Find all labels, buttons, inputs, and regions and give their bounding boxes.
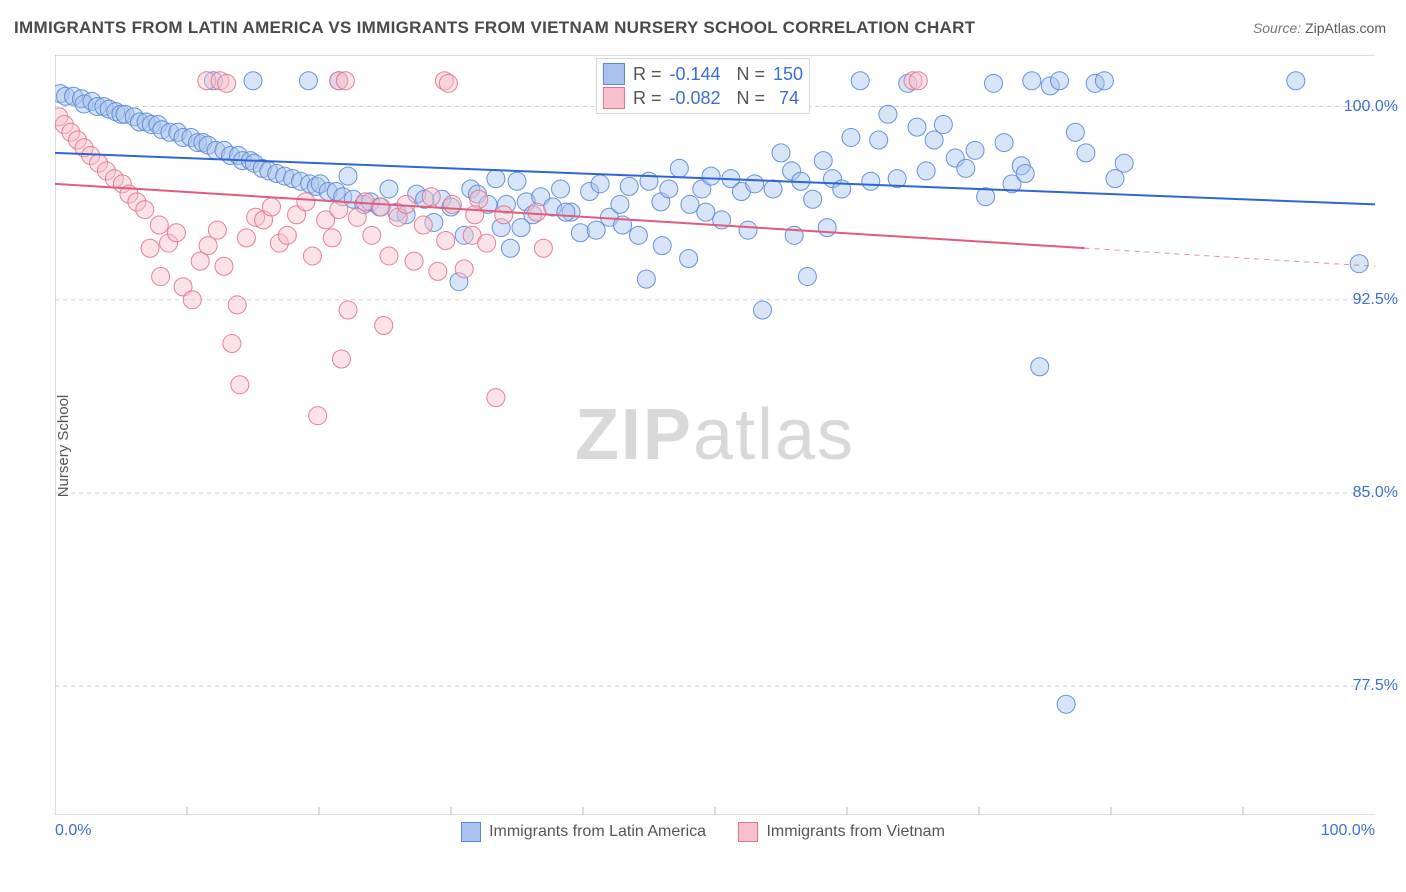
r-label: R =	[633, 88, 662, 109]
r-value-vietnam: -0.082	[669, 88, 720, 109]
n-value-latin: 150	[773, 64, 803, 85]
y-tick-label: 100.0%	[1344, 98, 1398, 116]
legend-swatch-latin	[461, 822, 481, 842]
legend-label-latin: Immigrants from Latin America	[489, 823, 706, 841]
correlation-legend-box: R = -0.144 N = 150 R = -0.082 N = 74	[596, 58, 810, 114]
legend-item-vietnam: Immigrants from Vietnam	[738, 822, 944, 842]
bottom-legend: Immigrants from Latin America Immigrants…	[0, 822, 1406, 847]
correlation-row-vietnam: R = -0.082 N = 74	[603, 86, 803, 110]
n-label: N =	[737, 88, 766, 109]
chart-plot-area: ZIPatlas	[55, 55, 1375, 815]
corr-swatch-latin	[603, 63, 625, 85]
source-value: ZipAtlas.com	[1305, 20, 1386, 36]
r-label: R =	[633, 64, 662, 85]
r-value-latin: -0.144	[669, 64, 720, 85]
scatter-chart-svg	[55, 55, 1375, 815]
y-tick-label: 77.5%	[1353, 677, 1398, 695]
legend-swatch-vietnam	[738, 822, 758, 842]
n-label: N =	[737, 64, 766, 85]
chart-title: IMMIGRANTS FROM LATIN AMERICA VS IMMIGRA…	[14, 18, 975, 38]
source-label: Source:	[1253, 20, 1301, 36]
correlation-row-latin: R = -0.144 N = 150	[603, 62, 803, 86]
legend-item-latin: Immigrants from Latin America	[461, 822, 706, 842]
y-axis-label: Nursery School	[55, 395, 72, 498]
y-tick-label: 92.5%	[1353, 291, 1398, 309]
corr-swatch-vietnam	[603, 87, 625, 109]
n-value-vietnam: 74	[779, 88, 799, 109]
y-tick-label: 85.0%	[1353, 484, 1398, 502]
legend-label-vietnam: Immigrants from Vietnam	[766, 823, 944, 841]
source-attribution: Source: ZipAtlas.com	[1253, 20, 1386, 36]
